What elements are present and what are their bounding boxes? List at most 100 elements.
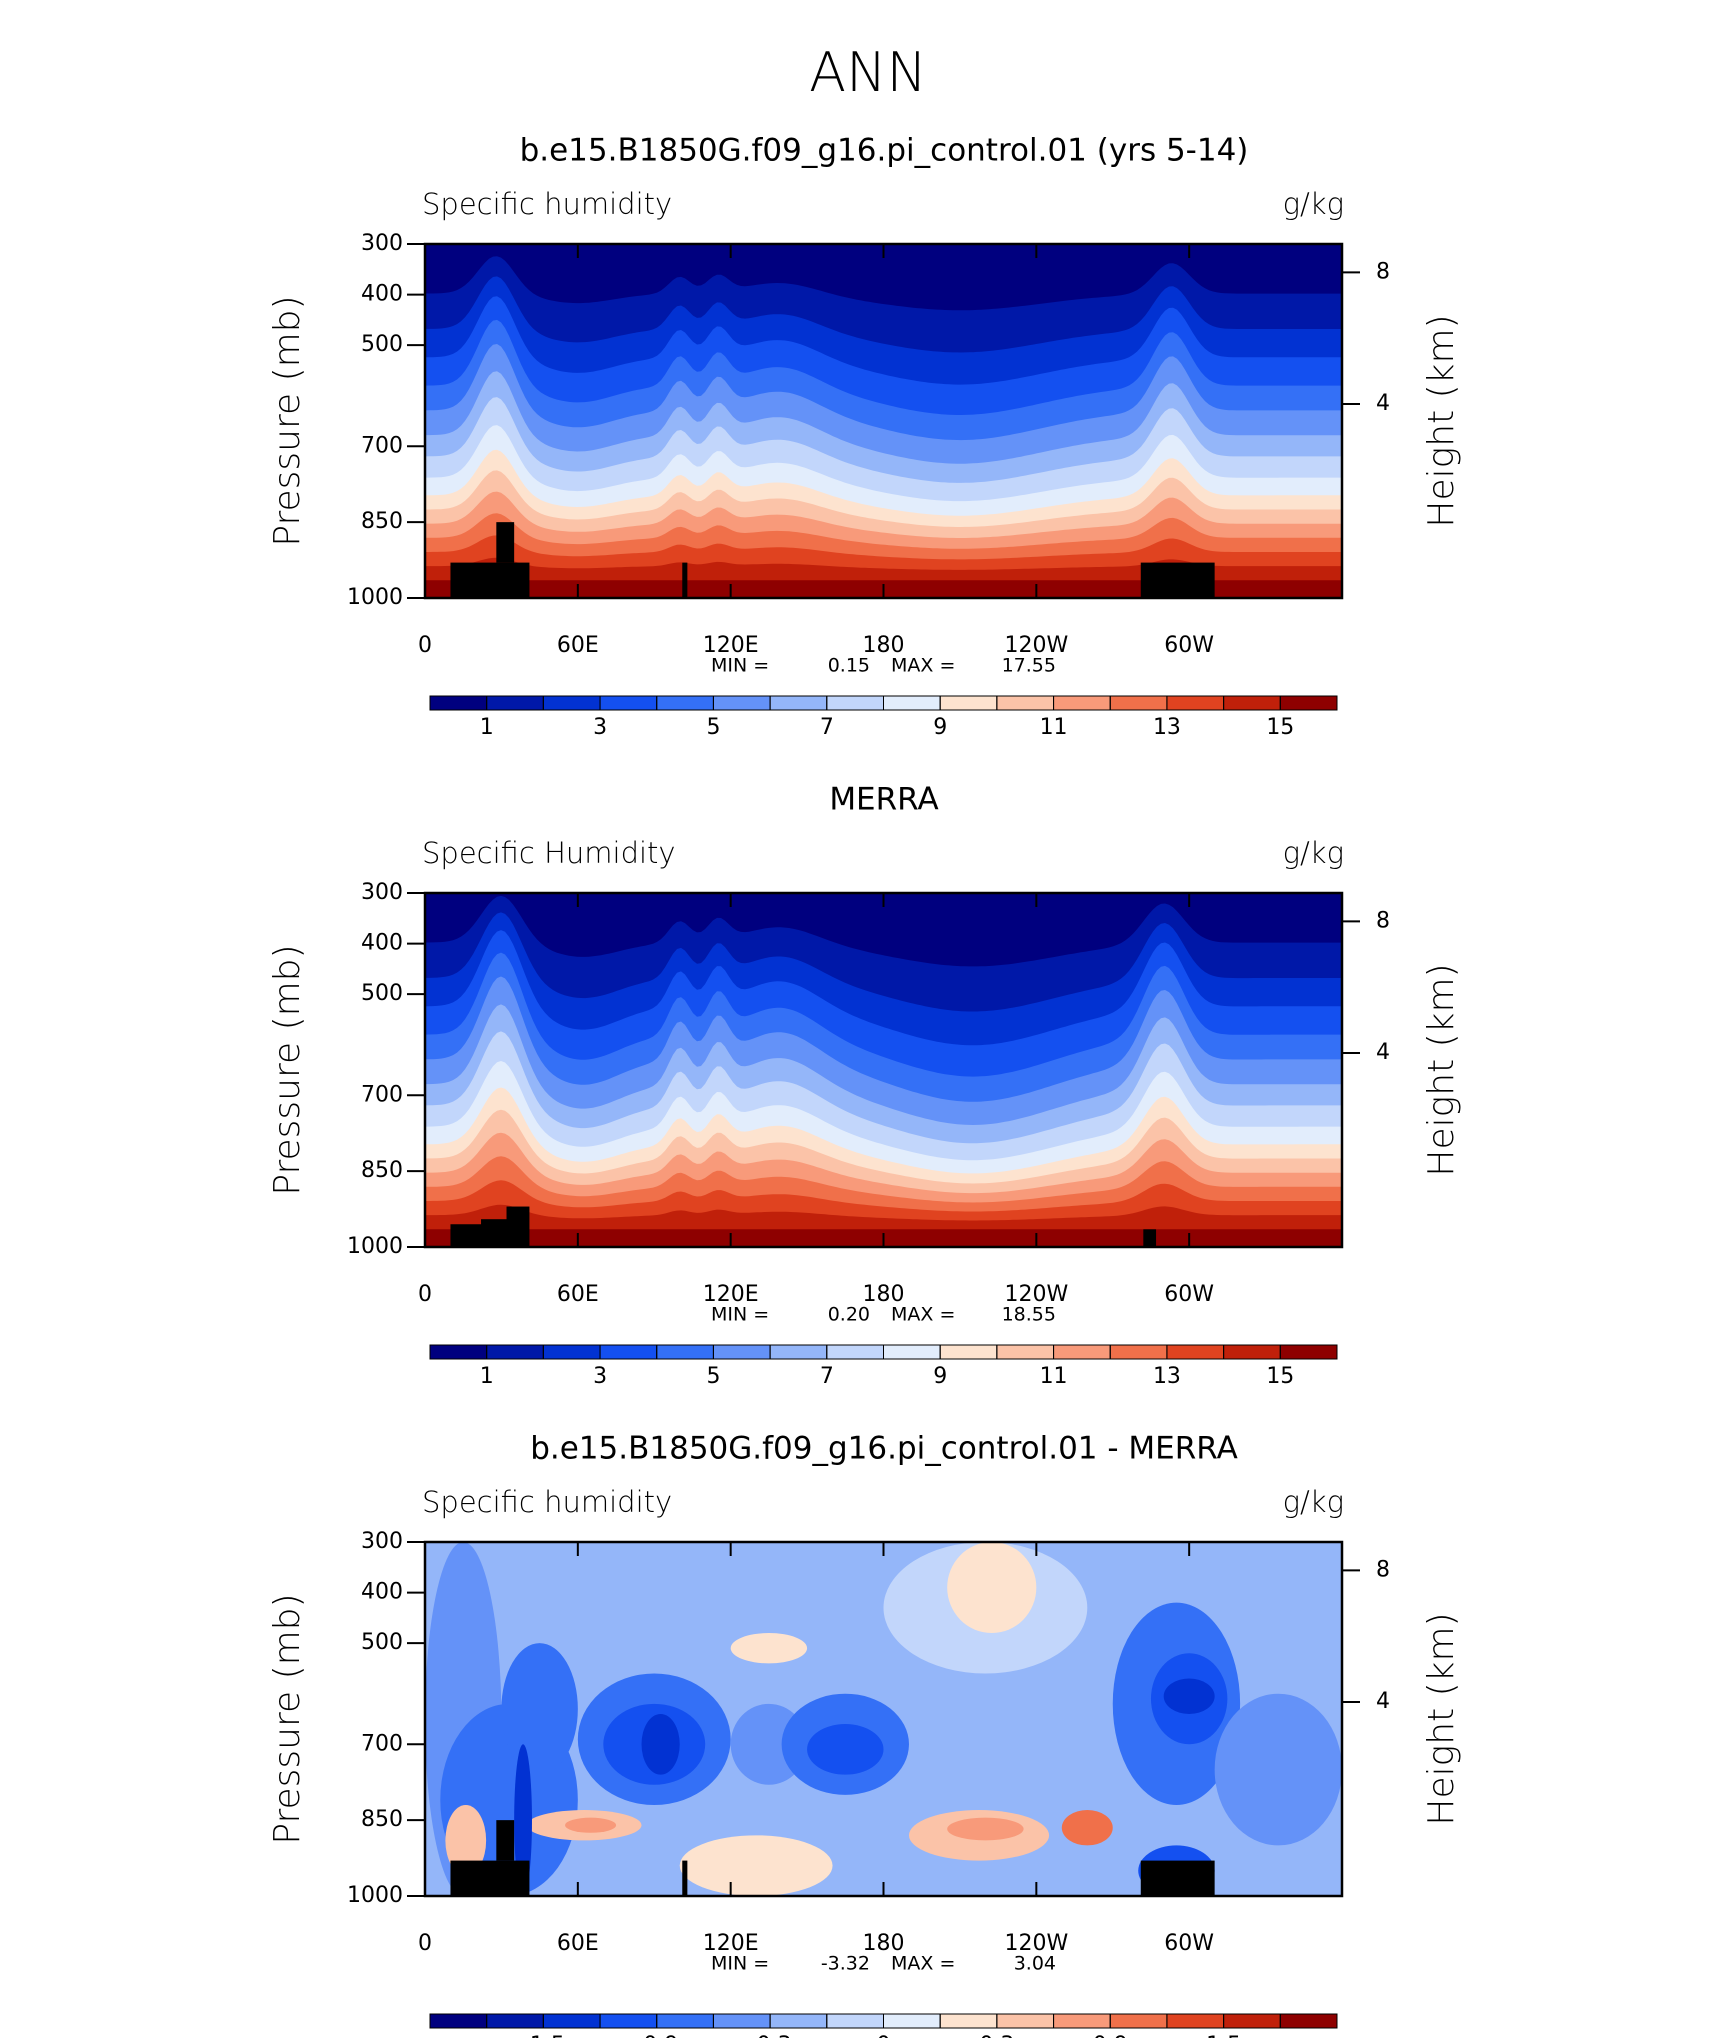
colorbar-label: -1.5	[522, 2033, 565, 2038]
x-tick-label: 120E	[703, 1931, 759, 1956]
y-tick-label: 400	[361, 931, 403, 956]
colorbar-box	[712, 695, 771, 711]
contour-blob	[445, 1804, 487, 1876]
colorbar-label: 0.3	[979, 2033, 1014, 2038]
panel-units: g/kg	[1283, 187, 1344, 221]
colorbar-box	[542, 695, 601, 711]
land-mask	[1143, 1229, 1157, 1247]
max-text: MAX =	[891, 1953, 955, 1975]
colorbar-box	[1279, 695, 1338, 711]
y-axis-title: Pressure (mb)	[267, 1593, 308, 1844]
panel-subtitle: Specific humidity	[422, 187, 672, 221]
y-tick-label: 500	[361, 332, 403, 357]
max-value: 17.55	[1002, 655, 1056, 677]
colorbar-box	[429, 1344, 488, 1360]
contour-blob	[730, 1633, 808, 1664]
contour-blob	[1163, 1678, 1215, 1714]
land-mask	[496, 522, 515, 563]
contour-blob	[565, 1817, 617, 1833]
x-tick-label: 180	[863, 1282, 905, 1307]
y-tick-label: 300	[361, 231, 403, 256]
colorbar-box	[939, 1344, 998, 1360]
panel-title: MERRA	[829, 782, 938, 818]
y2-tick-label: 4	[1376, 1040, 1390, 1065]
colorbar-label: 13	[1153, 1364, 1181, 1389]
land-mask	[506, 1206, 530, 1247]
x-tick-label: 120W	[1004, 633, 1068, 658]
colorbar-box	[1166, 695, 1225, 711]
colorbar-box	[996, 2013, 1055, 2029]
colorbar-label: -0.3	[749, 2033, 792, 2038]
colorbar-box	[656, 1344, 714, 1360]
contour-blob	[679, 1835, 833, 1896]
colorbar-label: 1	[480, 1364, 494, 1389]
y-tick-label: 1000	[347, 1883, 403, 1908]
y-tick-label: 850	[361, 509, 403, 534]
panel-title: b.e15.B1850G.f09_g16.pi_control.01 (yrs …	[520, 133, 1249, 169]
figure-title: ANN	[809, 41, 927, 104]
y2-axis-title: Height (km)	[1421, 314, 1462, 527]
min-value: 0.15	[828, 655, 870, 677]
colorbar-label: 5	[706, 1364, 720, 1389]
colorbar-box	[1279, 1344, 1338, 1360]
y-tick-label: 300	[361, 1529, 403, 1554]
y-tick-label: 700	[361, 433, 403, 458]
colorbar-box	[769, 1344, 828, 1360]
colorbar-label: 9	[933, 1364, 947, 1389]
x-tick-label: 60W	[1164, 1282, 1214, 1307]
panel-units: g/kg	[1283, 836, 1344, 870]
y2-tick-label: 8	[1376, 908, 1390, 933]
max-value: 18.55	[1002, 1304, 1056, 1326]
colorbar-box	[939, 2013, 998, 2029]
y-tick-label: 400	[361, 282, 403, 307]
x-tick-label: 120E	[703, 633, 759, 658]
x-tick-label: 180	[863, 1931, 905, 1956]
colorbar-box	[996, 1344, 1055, 1360]
x-tick-label: 0	[418, 1282, 432, 1307]
colorbar-label: 13	[1153, 715, 1181, 740]
x-tick-label: 180	[863, 633, 905, 658]
x-tick-label: 120W	[1004, 1282, 1068, 1307]
colorbar-label: 11	[1040, 1364, 1068, 1389]
land-mask	[450, 1860, 530, 1896]
colorbar-box	[486, 695, 544, 711]
y2-tick-label: 8	[1376, 259, 1390, 284]
colorbar-box	[542, 2013, 601, 2029]
colorbar-box	[712, 2013, 771, 2029]
colorbar-box	[656, 2013, 714, 2029]
colorbar-label: 15	[1266, 715, 1294, 740]
colorbar-label: 0.9	[1093, 2033, 1128, 2038]
x-tick-label: 60E	[557, 1931, 599, 1956]
y-tick-label: 700	[361, 1082, 403, 1107]
colorbar-box	[1053, 695, 1111, 711]
x-tick-label: 60W	[1164, 1931, 1214, 1956]
contour-blob	[807, 1724, 884, 1775]
y-tick-label: 700	[361, 1731, 403, 1756]
land-mask	[450, 562, 530, 598]
y-tick-label: 500	[361, 981, 403, 1006]
colorbar-box	[1223, 2013, 1281, 2029]
y-tick-label: 1000	[347, 585, 403, 610]
colorbar-label: 1	[480, 715, 494, 740]
min-text: MIN =	[711, 1953, 769, 1975]
colorbar-label: 1.5	[1206, 2033, 1241, 2038]
colorbar-box	[1166, 2013, 1225, 2029]
colorbar-box	[939, 695, 998, 711]
y2-tick-label: 4	[1376, 391, 1390, 416]
colorbar-box	[826, 2013, 884, 2029]
min-text: MIN =	[711, 655, 769, 677]
y-tick-label: 400	[361, 1580, 403, 1605]
land-mask	[1140, 1860, 1215, 1896]
colorbar-label: 9	[933, 715, 947, 740]
colorbar-box	[883, 695, 941, 711]
colorbar-box	[599, 1344, 658, 1360]
colorbar-box	[1223, 1344, 1281, 1360]
y2-axis-title: Height (km)	[1421, 1612, 1462, 1825]
colorbar-box	[429, 2013, 488, 2029]
panel-units: g/kg	[1283, 1485, 1344, 1519]
colorbar-box	[656, 695, 714, 711]
colorbar-label: -0.9	[635, 2033, 678, 2038]
y2-tick-label: 4	[1376, 1689, 1390, 1714]
colorbar-label: 15	[1266, 1364, 1294, 1389]
y-tick-label: 1000	[347, 1234, 403, 1259]
